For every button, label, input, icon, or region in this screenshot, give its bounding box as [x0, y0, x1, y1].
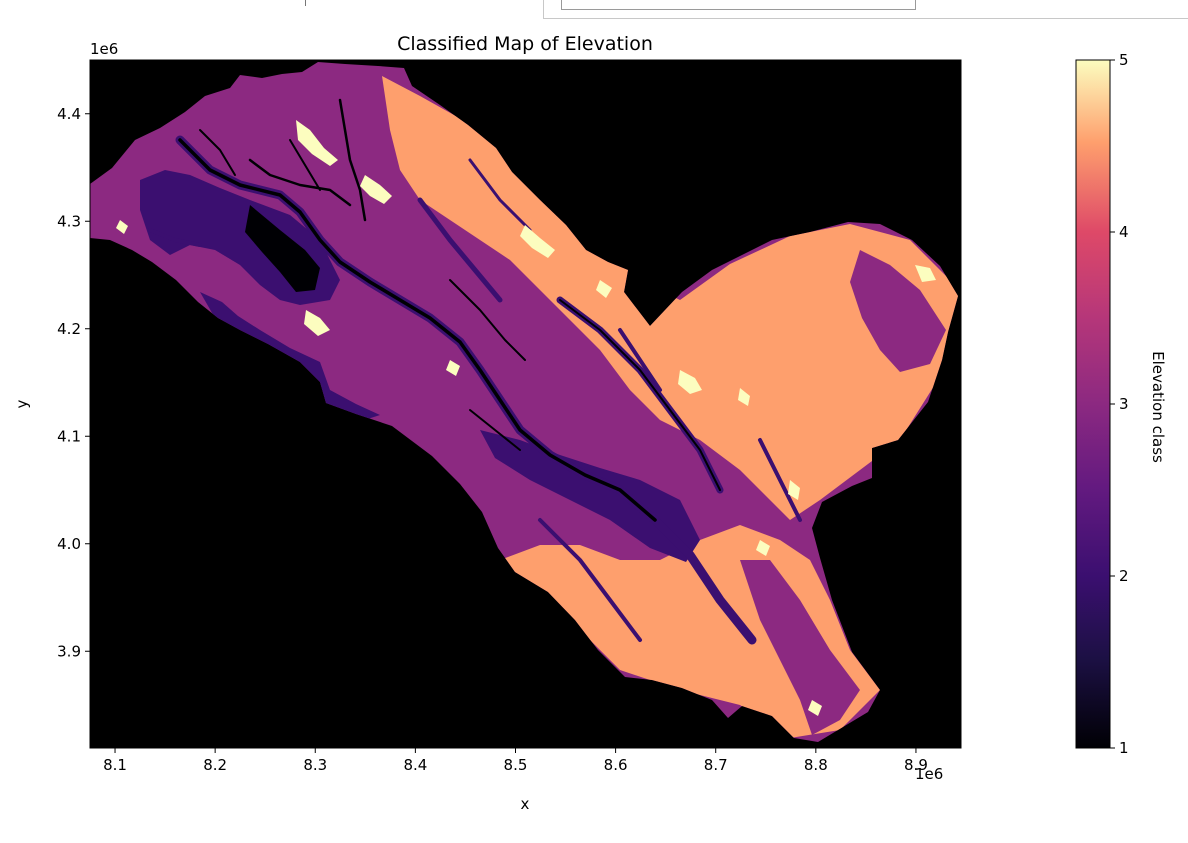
- colorbar-label: Elevation class: [1149, 351, 1167, 463]
- x-tick-label: 8.7: [704, 756, 728, 774]
- class-3-east-plateau: [850, 250, 946, 372]
- stray-divider: [305, 0, 306, 6]
- class-2-central-valley: [480, 430, 700, 562]
- y-tick-label: 4.1: [57, 427, 81, 445]
- plot-frame: [89, 59, 962, 749]
- cell-input-field[interactable]: [561, 0, 916, 10]
- top-ui-strip: [0, 0, 1188, 20]
- class-1-lake: [245, 205, 320, 292]
- x-tick-label: 8.8: [804, 756, 828, 774]
- x-axis-label: x: [521, 795, 530, 813]
- x-offset-label: 1e6: [915, 765, 943, 783]
- x-tick-label: 8.3: [303, 756, 327, 774]
- x-tick-label: 8.1: [103, 756, 127, 774]
- y-tick-label: 4.3: [57, 212, 81, 230]
- y-tick-label: 4.4: [57, 105, 81, 123]
- x-tick-label: 8.4: [403, 756, 427, 774]
- colorbar-tick-label: 1: [1119, 739, 1129, 757]
- x-tick-label: 8.9: [904, 756, 928, 774]
- river-network: [148, 98, 802, 645]
- colorbar: [1076, 60, 1110, 748]
- y-tick-label: 4.0: [57, 535, 81, 553]
- y-axis-ticks: 3.9 4.0 4.1 4.2 4.3 4.4: [57, 105, 90, 660]
- colorbar-tick-label: 5: [1119, 51, 1129, 69]
- x-tick-label: 8.2: [203, 756, 227, 774]
- y-tick-label: 4.2: [57, 320, 81, 338]
- colorbar-tick-label: 3: [1119, 395, 1129, 413]
- x-axis-ticks: 8.1 8.2 8.3 8.4 8.5 8.6 8.7 8.8 8.9: [103, 748, 928, 774]
- y-tick-label: 3.9: [57, 642, 81, 660]
- cell-frame: [543, 0, 1188, 19]
- chart-title: Classified Map of Elevation: [397, 33, 653, 55]
- colorbar-tick-label: 4: [1119, 223, 1129, 241]
- x-tick-label: 8.5: [504, 756, 528, 774]
- y-axis-label: y: [13, 399, 31, 408]
- colorbar-ticks: 1 2 3 4 5: [1110, 51, 1129, 757]
- class-3-south-ridge: [740, 560, 860, 735]
- x-tick-label: 8.6: [604, 756, 628, 774]
- colorbar-tick-label: 2: [1119, 567, 1129, 585]
- y-offset-label: 1e6: [90, 40, 118, 58]
